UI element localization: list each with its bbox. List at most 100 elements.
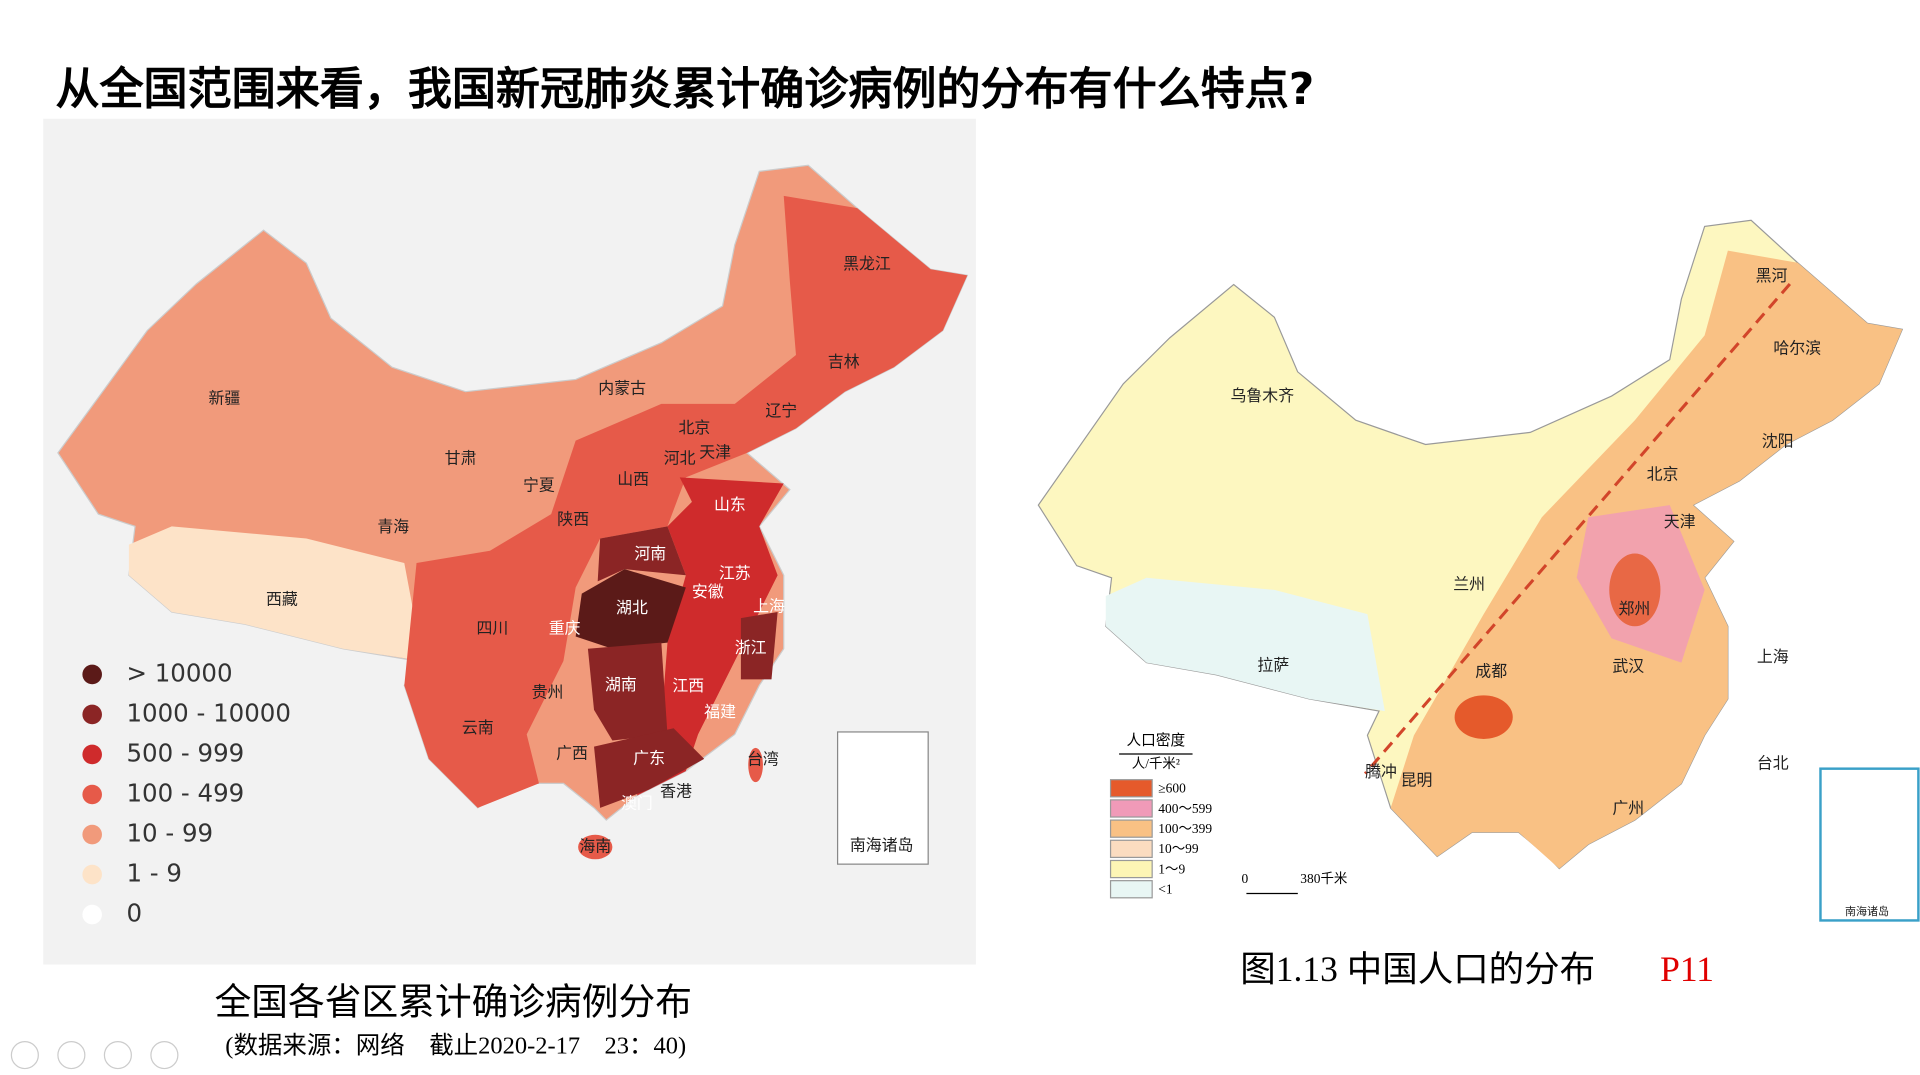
province-label: 青海 (377, 517, 409, 536)
province-label: 广东 (633, 748, 665, 767)
province-label: 湖南 (605, 675, 637, 694)
city-label: 台北 (1757, 753, 1789, 772)
right-caption: 图1.13 中国人口的分布 (1240, 949, 1595, 989)
province-label: 福建 (704, 702, 736, 721)
province-label: 南海诸岛 (850, 835, 914, 854)
city-label: 沈阳 (1762, 431, 1794, 450)
province-label: 重庆 (549, 619, 581, 638)
province-label: 台湾 (747, 750, 779, 769)
city-label: 乌鲁木齐 (1231, 386, 1295, 405)
legend-label: 10 - 99 (126, 819, 213, 848)
left-source: (数据来源：网络 截止2020-2-17 23：40) (225, 1031, 686, 1059)
city-label: 郑州 (1619, 599, 1651, 618)
legend-label: 0 (126, 899, 142, 928)
region (575, 569, 686, 649)
province-label: 内蒙古 (598, 379, 646, 398)
city-label: 上海 (1757, 647, 1789, 666)
region (594, 728, 705, 808)
slides-button[interactable] (150, 1041, 179, 1070)
region (748, 747, 763, 783)
province-label: 广西 (556, 743, 588, 762)
legend-swatch (1109, 799, 1153, 818)
province-label: 澳门 (621, 794, 653, 813)
province-label: 山西 (617, 469, 649, 488)
inset-box (1819, 767, 1920, 922)
region (1454, 695, 1513, 739)
legend-label: 400～599 (1158, 801, 1212, 816)
legend-label: <1 (1158, 882, 1172, 897)
legend-swatch (82, 704, 102, 725)
legend-swatch (82, 744, 102, 765)
region (578, 834, 613, 860)
city-label: 拉萨 (1257, 655, 1289, 674)
city-label: 腾冲 (1365, 762, 1397, 781)
legend-label: 10～99 (1158, 841, 1199, 856)
province-label: 河北 (664, 449, 696, 468)
nav-button[interactable] (57, 1041, 86, 1070)
city-label: 黑河 (1756, 266, 1788, 285)
province-label: 上海 (753, 597, 785, 616)
city-label: 北京 (1647, 464, 1679, 483)
hu-line (1363, 282, 1792, 775)
province-label: 陕西 (557, 510, 589, 529)
province-label: 江苏 (719, 564, 751, 583)
province-label: 黑龙江 (843, 254, 891, 273)
province-label: 天津 (699, 442, 731, 461)
city-label: 兰州 (1453, 575, 1485, 594)
province-label: 宁夏 (523, 475, 555, 494)
province-label: 海南 (579, 837, 611, 856)
province-label: 河南 (634, 544, 666, 563)
legend-swatch (1109, 880, 1153, 899)
province-label: 安徽 (692, 582, 724, 601)
province-label: 辽宁 (765, 401, 797, 420)
legend-label: 100～399 (1158, 821, 1212, 836)
right-map: 0 380千米 人口密度 人/千米² (1037, 219, 1920, 922)
region (597, 526, 686, 582)
province-label: 江西 (672, 676, 704, 695)
legend-swatch (1109, 819, 1153, 838)
legend-swatch (82, 864, 102, 885)
legend-swatch (1109, 839, 1153, 859)
region (740, 612, 778, 680)
legend-unit: 人/千米² (1132, 756, 1180, 771)
scale-label: 0 (1242, 871, 1249, 886)
province-label: 浙江 (735, 638, 767, 657)
region (1609, 553, 1661, 627)
legend-label: 1～9 (1158, 861, 1185, 876)
pen-button[interactable] (103, 1041, 132, 1070)
province-label: 新疆 (208, 389, 240, 408)
nav-button[interactable] (10, 1041, 39, 1070)
legend-swatch (82, 824, 102, 845)
scale-label: 380千米 (1300, 871, 1348, 886)
city-label: 武汉 (1612, 657, 1644, 676)
legend-label: 1 - 9 (126, 859, 182, 888)
province-label: 贵州 (532, 682, 564, 701)
legend-swatch (82, 664, 102, 685)
province-label: 山东 (714, 495, 746, 514)
province-label: 香港 (660, 781, 692, 800)
legend-label: > 10000 (126, 658, 232, 687)
city-label: 哈尔滨 (1773, 338, 1821, 357)
toolbar (10, 1041, 179, 1070)
city-label: 天津 (1664, 512, 1696, 531)
left-map (57, 164, 968, 865)
region (404, 195, 968, 808)
region (587, 642, 668, 741)
province-label: 西藏 (266, 589, 298, 608)
legend-label: 1000 - 10000 (126, 698, 291, 727)
province-label: 甘肃 (445, 449, 477, 468)
legend-label: ≥600 (1158, 781, 1186, 796)
legend-label: 100 - 499 (126, 778, 244, 807)
city-label: 广州 (1612, 799, 1644, 818)
left-caption: 全国各省区累计确诊病例分布 (215, 982, 692, 1023)
slide-title: 从全国范围来看，我国新冠肺炎累计确诊病例的分布有什么特点? (55, 64, 1314, 115)
city-label: 南海诸岛 (1845, 904, 1889, 918)
page-ref: P11 (1660, 949, 1714, 989)
province-label: 云南 (462, 718, 494, 737)
legend-label: 500 - 999 (126, 738, 244, 767)
province-label: 北京 (678, 418, 710, 437)
province-label: 吉林 (828, 352, 860, 371)
city-label: 昆明 (1401, 770, 1433, 789)
city-label: 成都 (1475, 661, 1507, 680)
